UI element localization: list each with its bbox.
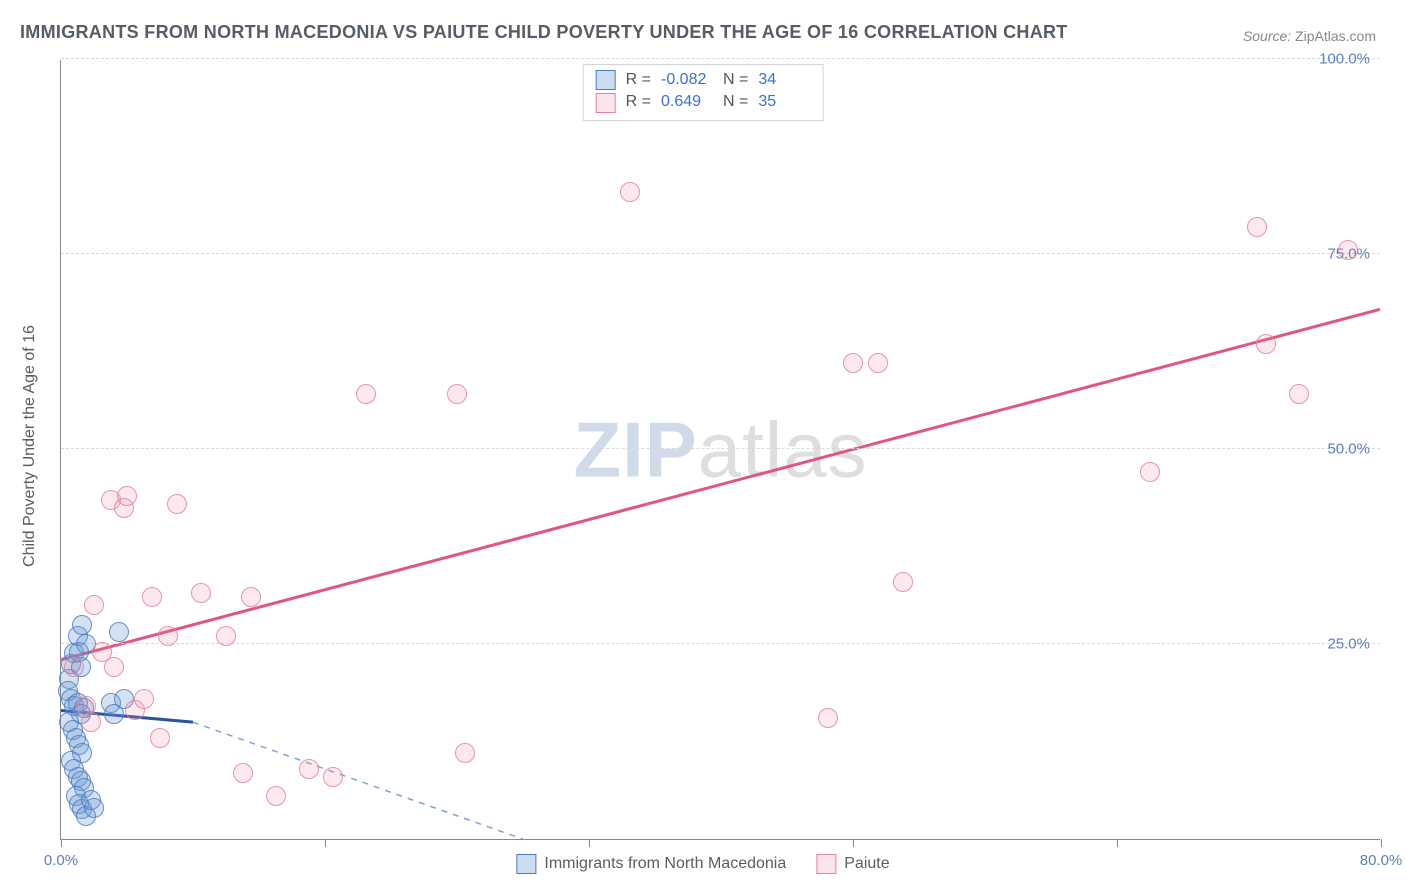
data-point-pink <box>843 353 863 373</box>
data-point-pink <box>893 572 913 592</box>
source-label: Source: <box>1243 28 1291 44</box>
data-point-blue <box>72 615 92 635</box>
data-point-pink <box>150 728 170 748</box>
data-point-pink <box>241 587 261 607</box>
correlation-legend: R = -0.082 N = 34 R = 0.649 N = 35 <box>583 64 824 121</box>
watermark-atlas: atlas <box>698 405 868 493</box>
gridline <box>61 58 1380 59</box>
data-point-blue <box>84 798 104 818</box>
x-tick-label: 80.0% <box>1360 852 1403 869</box>
source-attribution: Source: ZipAtlas.com <box>1243 28 1376 44</box>
legend-label-blue: Immigrants from North Macedonia <box>544 855 786 873</box>
data-point-pink <box>117 486 137 506</box>
series-legend: Immigrants from North Macedonia Paiute <box>516 854 889 874</box>
n-value-blue: 34 <box>758 69 810 91</box>
legend-label-pink: Paiute <box>844 855 889 873</box>
data-point-pink <box>868 353 888 373</box>
data-point-pink <box>323 767 343 787</box>
data-point-pink <box>455 743 475 763</box>
data-point-blue <box>109 622 129 642</box>
legend-item-pink: Paiute <box>816 854 889 874</box>
data-point-pink <box>158 626 178 646</box>
swatch-pink <box>596 93 616 113</box>
x-tick <box>325 839 326 847</box>
y-tick-label: 50.0% <box>1327 441 1370 458</box>
chart-title: IMMIGRANTS FROM NORTH MACEDONIA VS PAIUT… <box>20 22 1068 43</box>
data-point-pink <box>818 708 838 728</box>
y-axis-label: Child Poverty Under the Age of 16 <box>21 325 39 567</box>
legend-row-pink: R = 0.649 N = 35 <box>596 91 811 113</box>
data-point-pink <box>1338 240 1358 260</box>
data-point-pink <box>266 786 286 806</box>
plot-area: ZIPatlas 25.0%50.0%75.0%100.0%0.0%80.0% <box>60 60 1380 840</box>
data-point-pink <box>134 689 154 709</box>
swatch-blue <box>516 854 536 874</box>
y-tick-label: 25.0% <box>1327 636 1370 653</box>
data-point-pink <box>299 759 319 779</box>
data-point-pink <box>356 384 376 404</box>
x-tick <box>61 839 62 847</box>
x-tick <box>853 839 854 847</box>
source-value: ZipAtlas.com <box>1295 28 1376 44</box>
x-tick-label: 0.0% <box>44 852 78 869</box>
data-point-pink <box>191 583 211 603</box>
x-tick <box>1117 839 1118 847</box>
data-point-pink <box>84 595 104 615</box>
x-tick <box>589 839 590 847</box>
data-point-pink <box>1140 462 1160 482</box>
data-point-pink <box>104 657 124 677</box>
data-point-pink <box>1247 217 1267 237</box>
n-value-pink: 35 <box>758 91 810 113</box>
data-point-pink <box>620 182 640 202</box>
legend-item-blue: Immigrants from North Macedonia <box>516 854 786 874</box>
data-point-pink <box>447 384 467 404</box>
y-tick-label: 100.0% <box>1319 51 1370 68</box>
x-tick <box>1381 839 1382 847</box>
data-point-pink <box>216 626 236 646</box>
r-value-pink: 0.649 <box>661 91 713 113</box>
n-label: N = <box>723 69 748 91</box>
legend-row-blue: R = -0.082 N = 34 <box>596 69 811 91</box>
watermark: ZIPatlas <box>573 404 867 495</box>
data-point-pink <box>81 712 101 732</box>
gridline <box>61 253 1380 254</box>
n-label: N = <box>723 91 748 113</box>
gridline <box>61 448 1380 449</box>
data-point-pink <box>142 587 162 607</box>
trendline-pink <box>61 309 1380 660</box>
gridline <box>61 643 1380 644</box>
data-point-pink <box>64 657 84 677</box>
data-point-pink <box>167 494 187 514</box>
r-value-blue: -0.082 <box>661 69 713 91</box>
r-label: R = <box>626 91 651 113</box>
watermark-zip: ZIP <box>573 405 697 493</box>
data-point-pink <box>233 763 253 783</box>
data-point-pink <box>1289 384 1309 404</box>
data-point-pink <box>1256 334 1276 354</box>
swatch-pink <box>816 854 836 874</box>
swatch-blue <box>596 70 616 90</box>
trend-lines-svg <box>61 60 1380 839</box>
r-label: R = <box>626 69 651 91</box>
